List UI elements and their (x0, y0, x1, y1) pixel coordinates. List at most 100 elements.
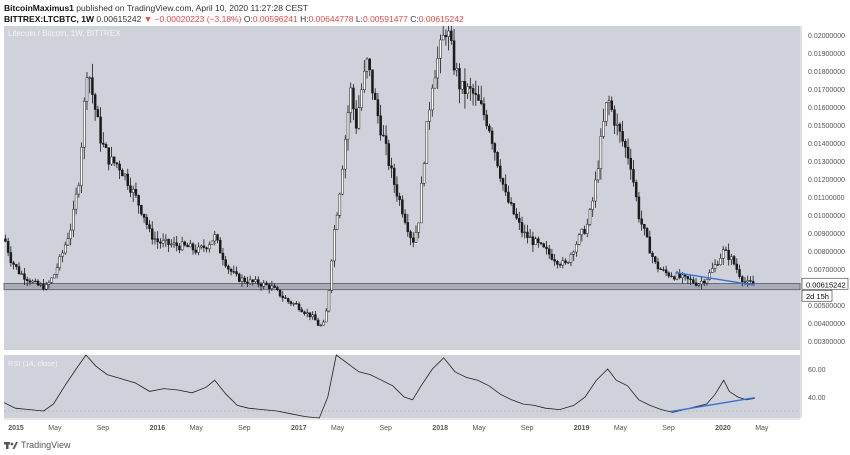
candle-body (319, 324, 323, 327)
candle-body (572, 251, 575, 255)
candle-body (634, 182, 638, 198)
candle-body (85, 77, 89, 102)
candle-body (338, 193, 342, 216)
candle (746, 275, 749, 287)
candle (25, 276, 29, 287)
candle (140, 204, 143, 216)
candle-body (254, 279, 257, 282)
candle-body (333, 229, 336, 262)
candle (518, 211, 521, 230)
candle-body (137, 195, 140, 206)
candle (664, 265, 668, 277)
candle-body (289, 301, 293, 304)
candle (632, 160, 635, 187)
candle-body (83, 101, 86, 148)
candle (319, 323, 323, 327)
candle-body (39, 283, 43, 286)
candle-body (512, 203, 516, 215)
candle-body (284, 297, 287, 299)
candle (403, 209, 407, 225)
candle-body (9, 252, 13, 263)
candle-body (436, 58, 439, 79)
candle-body (335, 214, 339, 230)
candle (607, 95, 611, 116)
candle (183, 240, 187, 247)
candle-body (148, 224, 151, 229)
candle (31, 279, 34, 284)
rsi-title: RSI (14, close) (8, 359, 58, 368)
candle-body (621, 131, 624, 142)
candle (42, 279, 45, 291)
candle-body (452, 40, 456, 71)
candle (629, 148, 633, 180)
candle (594, 171, 597, 208)
symbol-info: BITTREX:LTCBTC, 1W 0.00615242 ▼ −0.00020… (4, 14, 464, 24)
candle-body (683, 274, 687, 277)
candle-body (93, 94, 97, 110)
candle-body (721, 249, 725, 259)
candle-body (637, 196, 641, 220)
candle (542, 242, 546, 248)
candle-body (705, 279, 709, 284)
price-tick-label: 0.02000000 (808, 33, 845, 40)
candle (20, 270, 23, 275)
candle-body (47, 282, 51, 285)
candle-body (354, 108, 358, 129)
candle-body (167, 238, 170, 245)
candle-body (667, 272, 671, 277)
candle-body (61, 252, 64, 257)
candle-body (558, 264, 562, 266)
candle-body (586, 223, 589, 234)
candle (474, 80, 478, 106)
ohlc-h-label: H: (300, 14, 309, 24)
candle (705, 278, 709, 286)
published-text: published on TradingView.com, April 10, … (76, 3, 308, 13)
candle (499, 159, 502, 182)
candle (213, 230, 217, 246)
price-tick-label: 0.00700000 (808, 267, 845, 274)
candle-body (240, 277, 244, 282)
candle (602, 108, 605, 139)
time-tick-label: 2017 (291, 425, 307, 432)
candle-body (504, 184, 507, 193)
candle (512, 202, 516, 216)
candle-body (545, 246, 548, 250)
candle-body (6, 241, 10, 253)
rsi-pane[interactable]: RSI (14, close) 60.00 40.00 (3, 354, 826, 419)
price-pane[interactable]: Litecoin / Bitcoin, 1W, BITTREX 0.0200000… (3, 26, 849, 418)
candle-body (31, 280, 34, 283)
candle (221, 247, 225, 266)
author-name[interactable]: BitcoinMaximus1 (4, 3, 74, 13)
candle (414, 225, 418, 244)
candle-body (384, 135, 388, 144)
price-tick-label: 0.00400000 (808, 321, 845, 328)
candle (341, 165, 344, 196)
candle (605, 102, 608, 127)
price-tick-label: 0.01500000 (808, 123, 845, 130)
time-axis[interactable]: 2015 May Sep 2016 May Sep 2017 May Sep 2018 May Sep… (4, 418, 800, 432)
candle-body (681, 274, 684, 278)
candle-body (186, 244, 189, 248)
rsi-tick-label: 40.00 (808, 395, 826, 402)
candle (368, 57, 372, 77)
candle-body (346, 112, 350, 140)
candle-body (537, 238, 540, 243)
candle (379, 104, 382, 141)
candle-body (232, 271, 236, 273)
candle-body (526, 231, 529, 238)
candle-body (675, 273, 679, 280)
ohlc-c-label: C: (410, 14, 419, 24)
candle (311, 311, 314, 320)
candle (257, 276, 260, 288)
candle (194, 244, 197, 255)
candle (673, 275, 676, 281)
footer-brand[interactable]: TradingView (21, 440, 71, 450)
candle (55, 263, 59, 279)
candle (4, 234, 7, 243)
candle (330, 259, 333, 294)
candle (303, 310, 306, 316)
candle (36, 279, 40, 287)
price-tick-label: 0.01800000 (808, 69, 845, 76)
candle (69, 223, 72, 246)
